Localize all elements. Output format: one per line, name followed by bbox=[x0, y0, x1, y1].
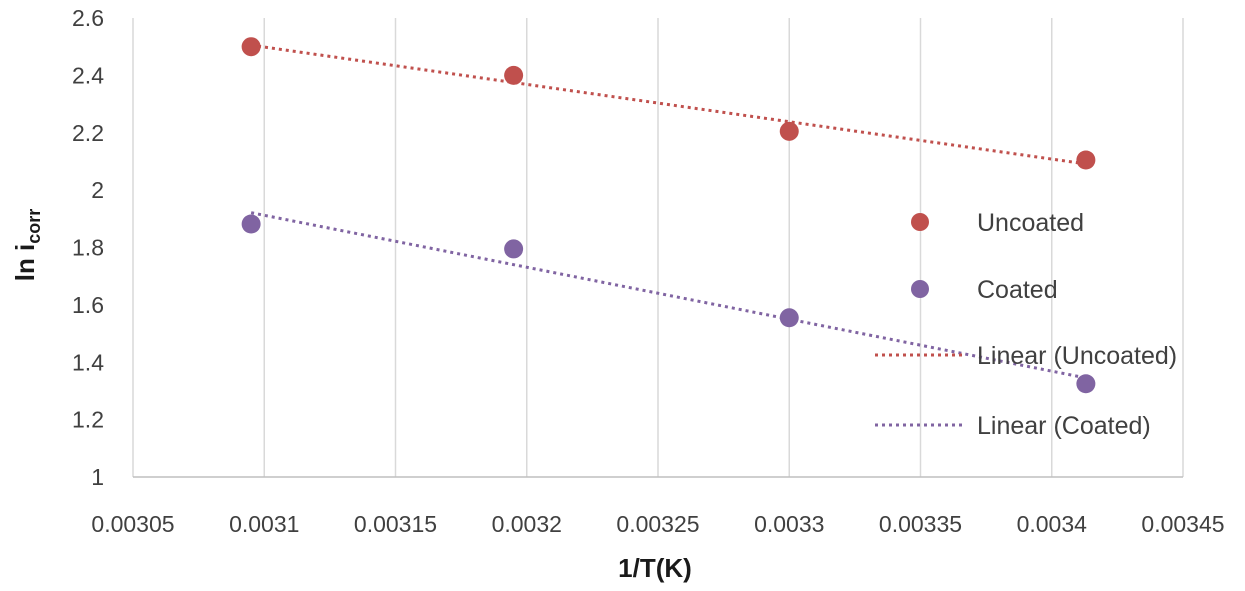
x-tick-label: 0.00335 bbox=[879, 511, 962, 537]
trendline-uncoated bbox=[250, 43, 1087, 166]
legend-label-linear-uncoated: Linear (Uncoated) bbox=[977, 342, 1177, 370]
x-tick-labels: 0.00305 0.0031 0.00315 0.0032 0.00325 0.0033 0… bbox=[91, 511, 1224, 537]
x-tick-label: 0.0032 bbox=[492, 511, 562, 537]
legend-label-linear-coated: Linear (Coated) bbox=[977, 412, 1151, 440]
y-tick-label: 1.2 bbox=[72, 407, 104, 433]
x-tick-label: 0.00325 bbox=[616, 511, 699, 537]
legend-marker-uncoated bbox=[911, 213, 929, 231]
y-axis-title-subscript: corr bbox=[24, 209, 44, 244]
legend-label-uncoated: Uncoated bbox=[977, 209, 1084, 237]
x-tick-label: 0.00345 bbox=[1141, 511, 1224, 537]
x-tick-label: 0.00315 bbox=[354, 511, 437, 537]
x-tick-label: 0.0033 bbox=[754, 511, 824, 537]
y-tick-label: 2.6 bbox=[72, 5, 104, 31]
data-point-coated bbox=[779, 308, 799, 328]
data-point-uncoated bbox=[1076, 150, 1096, 170]
data-point-coated bbox=[1076, 374, 1096, 394]
y-tick-label: 2 bbox=[91, 177, 104, 203]
data-points bbox=[241, 37, 1096, 394]
y-axis-title-main: ln i bbox=[10, 244, 40, 282]
trendlines bbox=[250, 43, 1087, 380]
data-point-uncoated bbox=[779, 121, 799, 141]
trendline-coated bbox=[250, 211, 1087, 380]
x-tick-label: 0.00305 bbox=[91, 511, 174, 537]
y-tick-label: 2.2 bbox=[72, 120, 104, 146]
y-tick-label: 1.6 bbox=[72, 292, 104, 318]
grid bbox=[132, 18, 1184, 477]
legend-marker-coated bbox=[911, 280, 929, 298]
x-axis-title: 1/T(K) bbox=[618, 553, 692, 583]
data-point-coated bbox=[504, 239, 524, 259]
data-point-coated bbox=[241, 214, 261, 234]
data-point-uncoated bbox=[504, 65, 524, 85]
y-tick-label: 1 bbox=[91, 464, 104, 490]
data-point-uncoated bbox=[241, 37, 261, 57]
legend-label-coated: Coated bbox=[977, 276, 1058, 304]
x-tick-label: 0.0034 bbox=[1017, 511, 1088, 537]
y-tick-labels: 1 1.2 1.4 1.6 1.8 2 2.2 2.4 2.6 bbox=[72, 5, 104, 490]
legend: Uncoated Coated Linear (Uncoated) Linear… bbox=[875, 209, 1177, 440]
y-tick-label: 1.8 bbox=[72, 235, 104, 261]
y-axis-title: ln icorr bbox=[10, 209, 44, 282]
y-tick-label: 2.4 bbox=[72, 62, 104, 88]
x-tick-label: 0.0031 bbox=[229, 511, 299, 537]
y-tick-label: 1.4 bbox=[72, 349, 104, 375]
